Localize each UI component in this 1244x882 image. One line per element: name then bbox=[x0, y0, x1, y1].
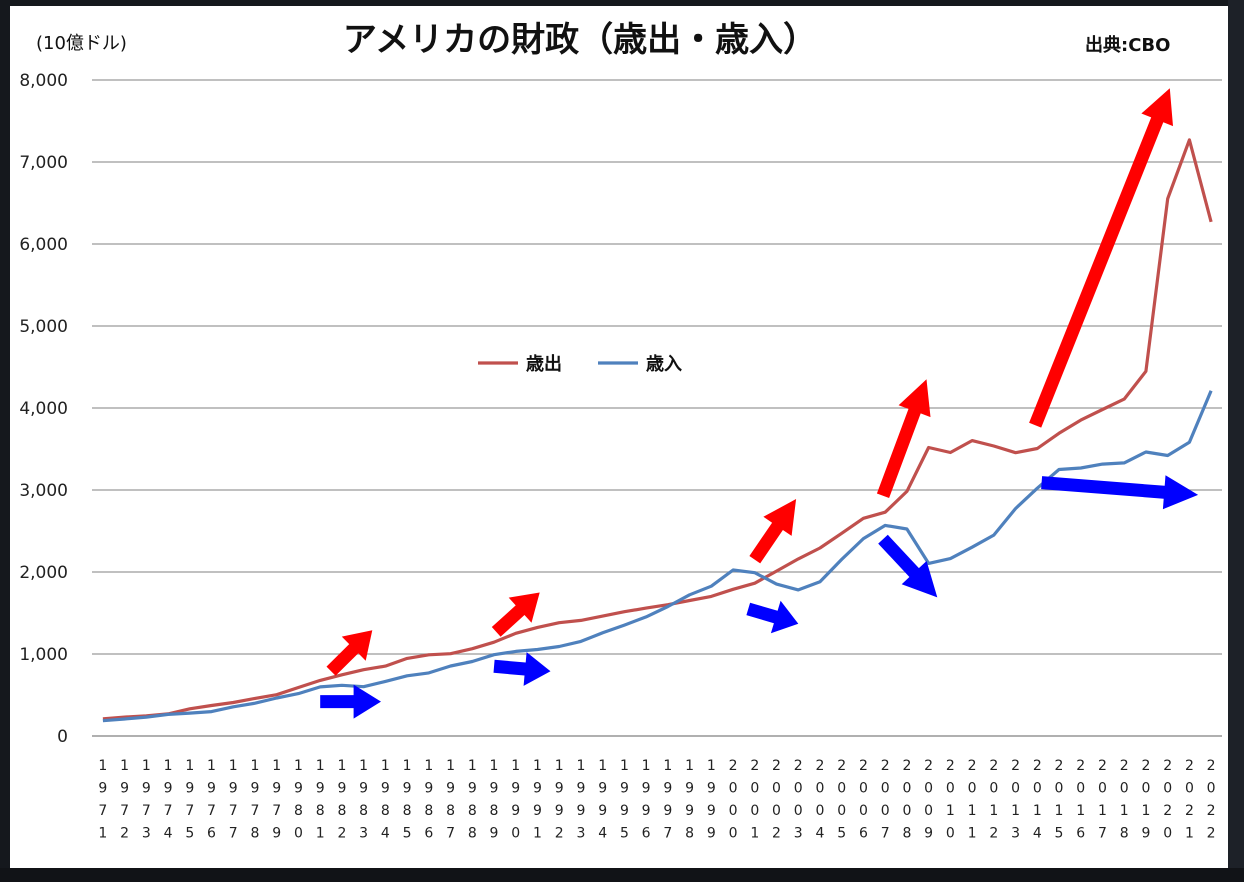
legend: 歳出 歳入 bbox=[478, 353, 682, 375]
blue-trend-arrow bbox=[493, 652, 551, 686]
series-line-0 bbox=[102, 138, 1213, 721]
y-tick-label: 2,000 bbox=[19, 563, 68, 583]
red-trend-arrow bbox=[326, 630, 373, 676]
blue-trend-arrow bbox=[320, 684, 381, 719]
background-strip-right bbox=[1228, 0, 1244, 882]
series-line-1 bbox=[102, 390, 1213, 723]
red-trend-arrow bbox=[749, 499, 797, 564]
y-tick-label: 0 bbox=[57, 727, 68, 747]
chart-panel: アメリカの財政（歳出・歳入） (10億ドル) 出典:CBO 0 1,000 2,00… bbox=[10, 6, 1228, 868]
y-tick-label: 4,000 bbox=[19, 399, 68, 419]
red-trend-arrow bbox=[491, 592, 540, 637]
line-chart: アメリカの財政（歳出・歳入） (10億ドル) 出典:CBO 0 1,000 2,00… bbox=[19, 20, 1222, 842]
y-tick-label: 7,000 bbox=[19, 153, 68, 173]
red-trend-arrow bbox=[1029, 88, 1173, 428]
gridlines bbox=[92, 79, 1222, 655]
unit-label: (10億ドル) bbox=[36, 33, 127, 54]
y-tick-label: 5,000 bbox=[19, 317, 68, 337]
source-label: 出典:CBO bbox=[1085, 34, 1170, 56]
x-axis: 1 9 7 1 1 9 7 2 1 9 7 3 1 9 7 4 1 9 7 5 1 9 7 6 1 9 7 7 1 9 7 8 1 9 7 9 1 9 8 0… bbox=[92, 735, 1222, 842]
background-strip-bottom bbox=[0, 868, 1244, 882]
red-trend-arrow bbox=[876, 379, 931, 498]
blue-trend-arrow bbox=[1041, 475, 1199, 510]
y-tick-label: 8,000 bbox=[19, 71, 68, 91]
legend-label-0: 歳出 bbox=[526, 353, 562, 375]
trend-arrows bbox=[320, 88, 1199, 719]
y-tick-label: 3,000 bbox=[19, 481, 68, 501]
legend-label-1: 歳入 bbox=[646, 354, 682, 375]
blue-trend-arrow bbox=[878, 534, 938, 598]
series-lines bbox=[102, 138, 1213, 723]
chart-title: アメリカの財政（歳出・歳入） bbox=[343, 20, 817, 60]
blue-trend-arrow bbox=[746, 600, 799, 634]
y-axis-ticks: 0 1,000 2,000 3,000 4,000 5,000 6,000 7,000 8,00… bbox=[19, 71, 68, 747]
y-tick-label: 1,000 bbox=[19, 645, 68, 665]
y-tick-label: 6,000 bbox=[19, 235, 68, 255]
